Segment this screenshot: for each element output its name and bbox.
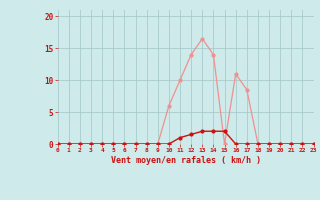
X-axis label: Vent moyen/en rafales ( km/h ): Vent moyen/en rafales ( km/h ): [111, 156, 260, 165]
